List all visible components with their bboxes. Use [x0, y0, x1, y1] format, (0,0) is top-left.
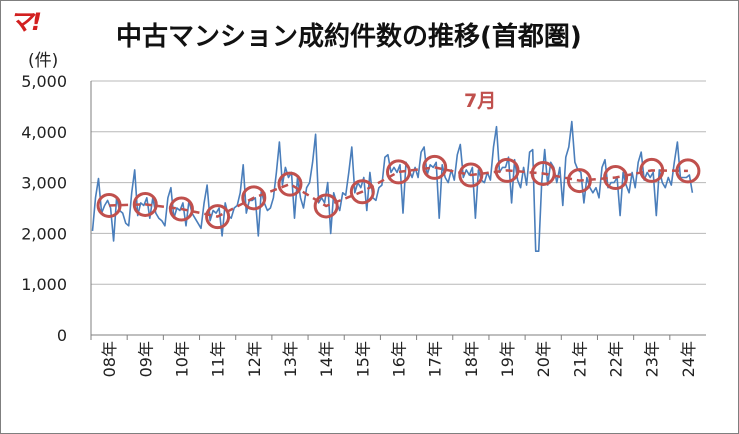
- july-point: [675, 158, 701, 184]
- x-tick-label: 09年: [136, 341, 155, 377]
- july-point: [603, 165, 629, 191]
- july-point: [205, 204, 231, 230]
- july-point: [241, 185, 267, 211]
- july-point: [386, 159, 411, 185]
- july-point: [639, 157, 665, 183]
- x-tick-label: 15年: [353, 341, 372, 377]
- x-tick-label: 11年: [209, 341, 228, 377]
- x-tick-label: 23年: [643, 341, 662, 377]
- x-tick-label: 12年: [245, 341, 264, 377]
- y-tick-label: 2,000: [21, 224, 67, 243]
- y-tick-label: 5,000: [21, 72, 67, 91]
- july-annotation: 7月: [464, 90, 496, 112]
- x-tick-label: 19年: [498, 341, 517, 377]
- july-point: [132, 191, 158, 217]
- july-point: [349, 179, 375, 205]
- july-point: [96, 192, 122, 218]
- logo: マ!: [9, 8, 42, 36]
- y-tick-label: 1,000: [21, 275, 67, 294]
- july-point: [277, 171, 303, 197]
- y-tick-label: 3,000: [21, 174, 67, 193]
- x-tick-label: 16年: [390, 341, 409, 377]
- gridlines: [90, 80, 706, 336]
- july-point: [168, 196, 194, 222]
- y-axis-unit: (件): [28, 51, 59, 71]
- july-point: [458, 162, 484, 188]
- july-point: [422, 154, 448, 180]
- y-tick-label: 4,000: [21, 123, 67, 142]
- x-tick-label: 13年: [281, 341, 300, 377]
- chart-title: 中古マンション成約件数の推移(首都圏): [116, 22, 582, 52]
- monthly-line: [91, 120, 694, 252]
- july-series: [96, 154, 701, 230]
- x-tick-labels: 08年 09年 10年 11年 12年 13年 14年 15年 16年 17年 18年 19年 20年 2…: [90, 335, 698, 377]
- x-tick-label: 21年: [570, 341, 589, 377]
- x-tick-label: 22年: [607, 341, 626, 377]
- x-tick-label: 18年: [462, 341, 481, 377]
- july-point: [566, 168, 592, 194]
- x-tick-label: 08年: [100, 341, 119, 377]
- x-tick-label: 20年: [534, 341, 553, 377]
- july-point: [530, 160, 556, 186]
- x-tick-label: 10年: [172, 341, 191, 377]
- x-tick-label: 17年: [426, 341, 445, 377]
- x-tick-label: 14年: [317, 341, 336, 377]
- y-tick-label: 0: [57, 326, 67, 345]
- july-point: [313, 193, 339, 219]
- monthly-series: [91, 120, 694, 252]
- y-tick-labels: 5,000 4,000 3,000 2,000 1,000 0: [21, 72, 67, 345]
- july-point: [494, 157, 520, 183]
- x-tick-label: 24年: [679, 341, 698, 377]
